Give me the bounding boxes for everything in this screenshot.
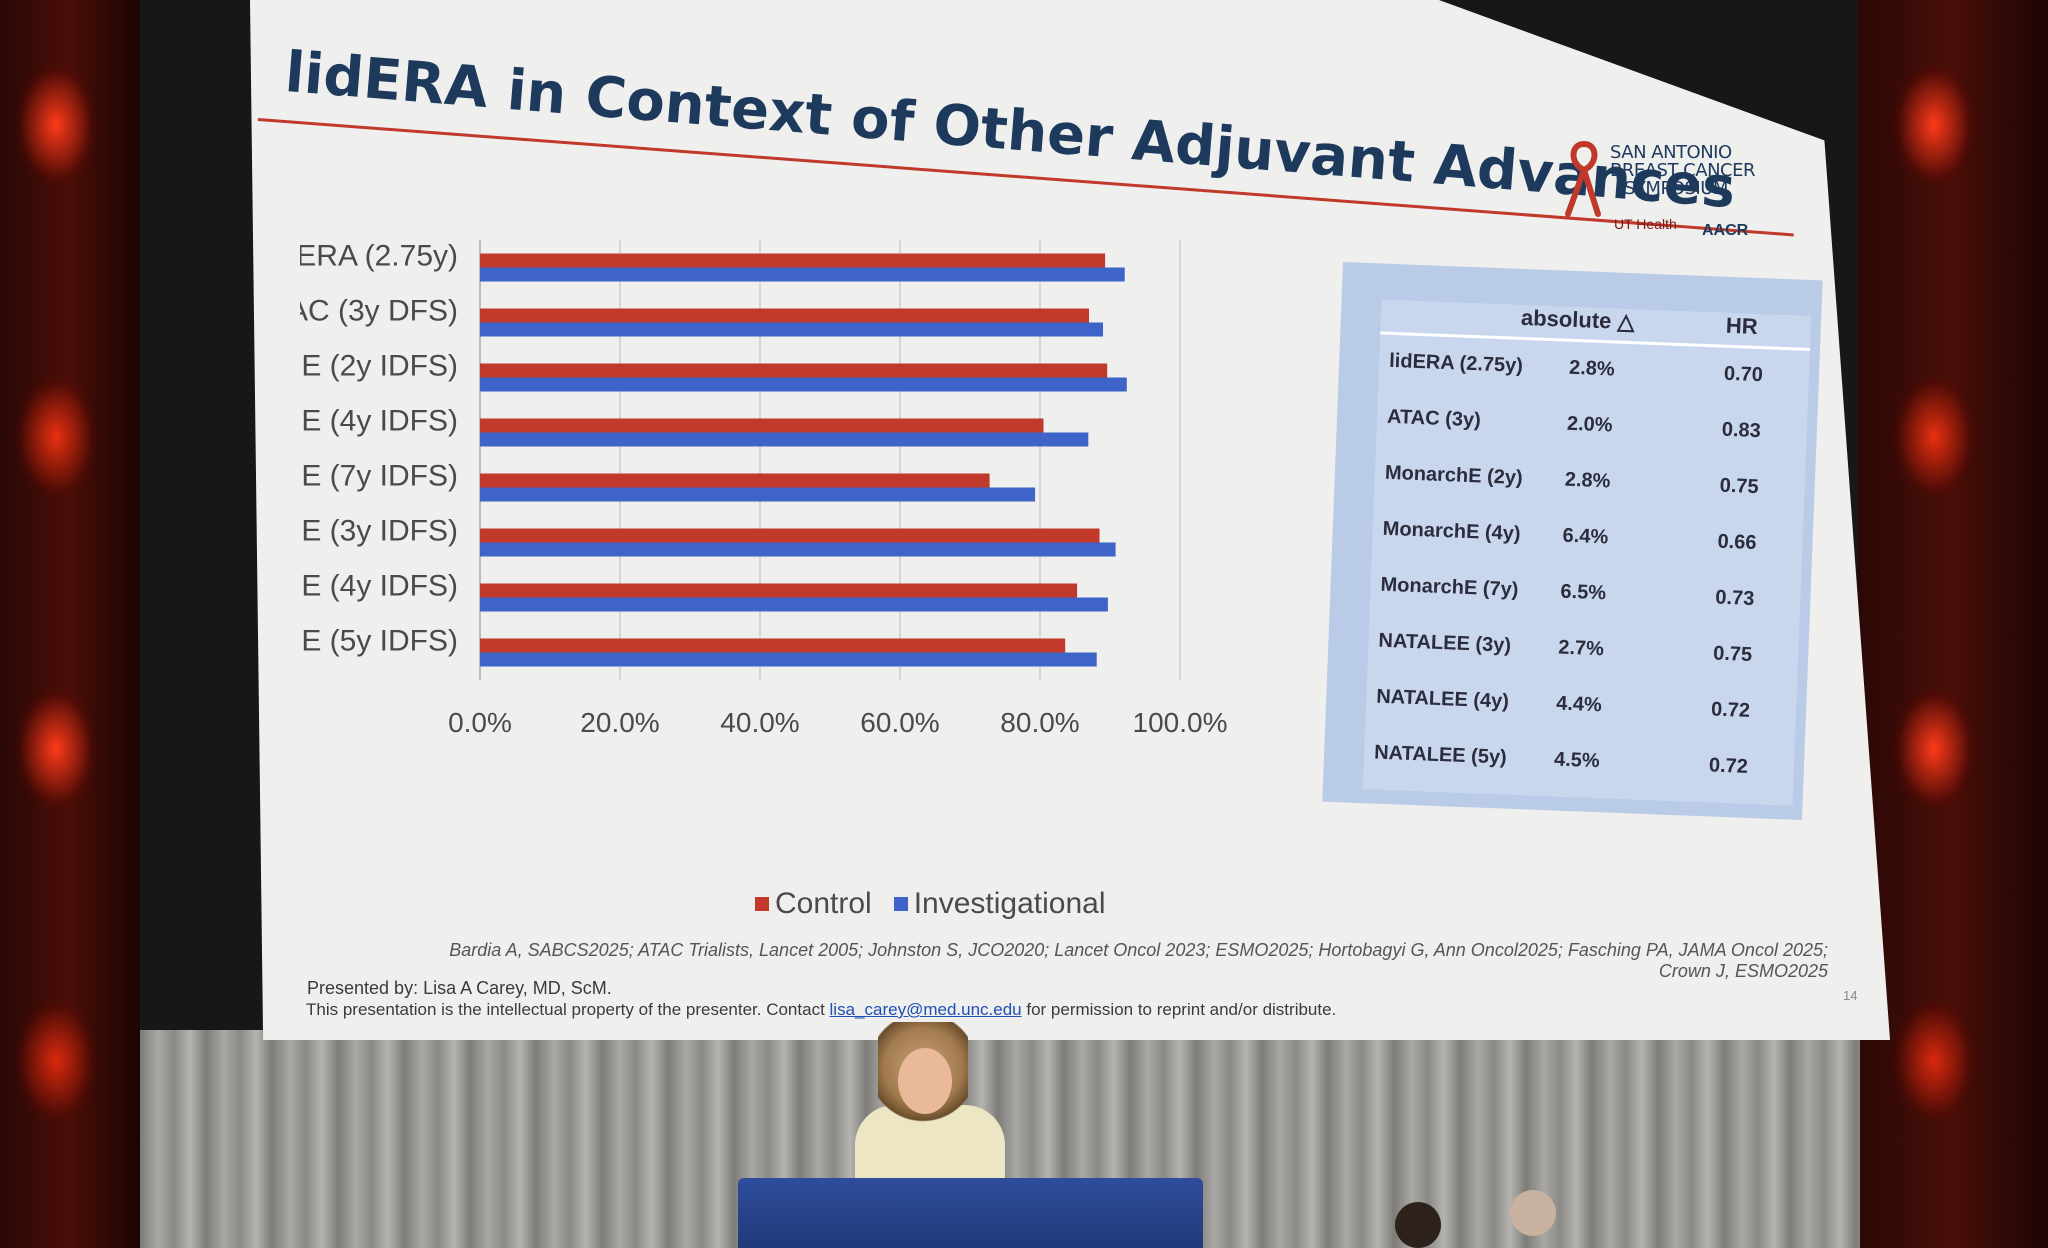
results-table-body: absolute △ HR lidERA (2.75y) 2.8% 0.70 ATAC…	[1362, 299, 1812, 806]
bar-control	[480, 638, 1066, 653]
citation-text: Bardia A, SABCS2025; ATAC Trialists, Lan…	[449, 940, 1828, 981]
category-label: MonarchE (4y IDFS)	[300, 405, 458, 438]
bar-investigational	[480, 432, 1089, 447]
bar-control	[480, 583, 1078, 598]
row-absolute-delta: 6.4%	[1562, 524, 1609, 549]
row-trial-name: MonarchE (2y)	[1384, 461, 1524, 490]
row-hazard-ratio: 0.66	[1717, 530, 1757, 555]
legend-swatch-investigational	[893, 897, 908, 911]
row-absolute-delta: 4.5%	[1553, 748, 1601, 773]
row-trial-name: NATALEE (3y)	[1378, 629, 1512, 657]
row-hazard-ratio: 0.75	[1719, 474, 1760, 499]
sabcs-logo: SAN ANTONIO BREAST CANCER SYMPOSIUM UT H…	[1562, 140, 1762, 270]
bar-investigational	[480, 652, 1097, 667]
legend-label-investigational: Investigational	[913, 887, 1106, 920]
row-hazard-ratio: 0.83	[1721, 418, 1762, 443]
ut-health-logo: UT Health	[1614, 216, 1677, 232]
bar-investigational	[480, 377, 1127, 392]
header-absolute: absolute △	[1520, 304, 1635, 335]
speaker-face	[898, 1048, 952, 1114]
x-tick-label: 100.0%	[1133, 707, 1228, 738]
bar-investigational	[480, 487, 1036, 502]
bar-investigational	[480, 322, 1103, 337]
category-label: ATAC (3y DFS)	[300, 295, 458, 328]
panelist-head	[1395, 1202, 1441, 1248]
legend-swatch-control	[755, 897, 769, 911]
legend-label-control: Control	[775, 887, 872, 920]
contact-email-link[interactable]: lisa_carey@med.unc.edu	[829, 1000, 1022, 1019]
results-table: absolute △ HR lidERA (2.75y) 2.8% 0.70 ATAC…	[1322, 262, 1823, 821]
bar-investigational	[480, 597, 1108, 612]
bar-control	[480, 473, 990, 488]
bar-control	[480, 363, 1108, 378]
x-tick-label: 80.0%	[1000, 707, 1079, 738]
bar-control	[480, 528, 1100, 543]
stage-curtain-left	[0, 0, 140, 1248]
x-tick-label: 40.0%	[720, 707, 799, 738]
bar-investigational	[480, 267, 1125, 282]
slide-page-number: 14	[1843, 988, 1858, 1003]
bar-investigational	[480, 542, 1116, 557]
header-hr: HR	[1725, 312, 1759, 339]
aacr-logo: AACR	[1702, 222, 1749, 239]
row-trial-name: NATALEE (4y)	[1375, 685, 1510, 713]
panelist-head	[1510, 1190, 1556, 1236]
logo-line: BREAST CANCER	[1610, 160, 1755, 181]
x-tick-label: 20.0%	[580, 707, 659, 738]
stage-curtain-right	[1858, 0, 2048, 1248]
category-label: MonarchE (2y IDFS)	[300, 350, 458, 383]
category-label: NATALEE (5y IDFS)	[300, 625, 458, 658]
row-hazard-ratio: 0.72	[1708, 754, 1749, 778]
row-trial-name: ATAC (3y)	[1386, 405, 1482, 432]
row-trial-name: lidERA (2.75y)	[1388, 349, 1524, 377]
sabcs-wordmark: SAN ANTONIO BREAST CANCER SYMPOSIUM	[1610, 144, 1755, 198]
legend-item-investigational: Investigational	[893, 887, 1106, 921]
category-label: lidERA (2.75y)	[300, 240, 458, 273]
row-absolute-delta: 6.5%	[1560, 580, 1607, 605]
row-absolute-delta: 2.8%	[1568, 356, 1616, 381]
row-hazard-ratio: 0.72	[1710, 698, 1751, 722]
bar-control	[480, 308, 1089, 323]
category-label: NATALEE (4y IDFS)	[300, 570, 458, 603]
row-hazard-ratio: 0.75	[1712, 642, 1753, 666]
presenter-credit: Presented by: Lisa A Carey, MD, ScM.	[307, 978, 612, 998]
x-tick-label: 60.0%	[860, 707, 939, 738]
ip-notice-suffix: for permission to reprint and/or distrib…	[1026, 1000, 1337, 1019]
chart-legend: Control Investigational	[755, 887, 1106, 921]
bar-control	[480, 418, 1044, 433]
category-label: MonarchE (7y IDFS)	[300, 460, 458, 493]
ribbon-icon	[1565, 140, 1601, 217]
row-absolute-delta: 2.0%	[1566, 412, 1613, 437]
legend-item-control: Control	[755, 887, 872, 921]
row-absolute-delta: 4.4%	[1555, 692, 1603, 717]
bar-control	[480, 253, 1106, 268]
row-hazard-ratio: 0.70	[1723, 362, 1764, 387]
adjuvant-bar-chart: 0.0% 20.0% 40.0% 60.0% 80.0% 100.0% lidERA (2.…	[300, 240, 1228, 739]
ip-notice-prefix: This presentation is the intellectual pr…	[306, 1000, 825, 1019]
category-label: NATALEE (3y IDFS)	[300, 515, 458, 548]
row-trial-name: MonarchE (7y)	[1380, 573, 1519, 601]
logo-line: SYMPOSIUM	[1624, 178, 1728, 199]
row-absolute-delta: 2.8%	[1564, 468, 1611, 493]
row-trial-name: NATALEE (5y)	[1373, 741, 1508, 769]
x-tick-label: 0.0%	[448, 707, 512, 738]
podium	[738, 1178, 1203, 1248]
row-trial-name: MonarchE (4y)	[1382, 517, 1521, 546]
row-absolute-delta: 2.7%	[1557, 636, 1605, 661]
logo-line: SAN ANTONIO	[1610, 142, 1732, 163]
ip-notice: This presentation is the intellectual pr…	[306, 1000, 1336, 1020]
row-hazard-ratio: 0.73	[1714, 586, 1755, 611]
